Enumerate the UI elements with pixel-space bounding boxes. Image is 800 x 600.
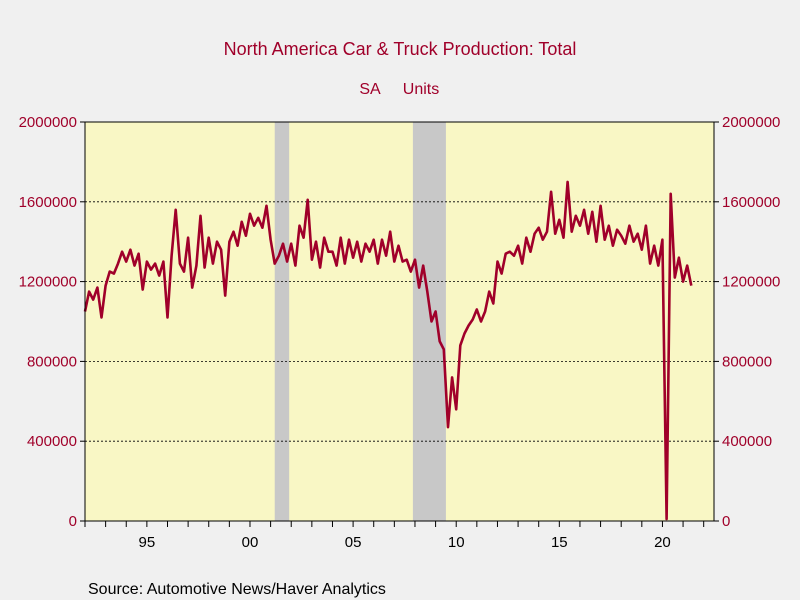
source-note: Source: Automotive News/Haver Analytics: [88, 581, 386, 598]
plot-frame: [84, 121, 715, 522]
chart-subtitle-sa: SA: [359, 81, 381, 98]
recession-band-2: [412, 122, 446, 521]
xtick-label: 95: [139, 534, 156, 551]
ytick-label-left: 1600000: [19, 194, 77, 211]
series-line-1: [83, 180, 693, 521]
plot-area: [85, 122, 714, 521]
gridlines: [85, 201, 714, 442]
chart-subtitle-units: Units: [403, 81, 439, 98]
xtick-label: 05: [345, 534, 362, 551]
x-axis: 95 00 05 10 15 20: [84, 521, 705, 551]
series-layer: [83, 180, 693, 521]
ytick-label-left: 1200000: [19, 274, 77, 291]
xtick-label: 00: [242, 534, 259, 551]
xtick-label: 10: [448, 534, 465, 551]
xtick-label: 20: [654, 534, 671, 551]
y-axis-right: 0 400000 800000 1200000 1600000 2000000: [714, 114, 780, 530]
ytick-label-left: 2000000: [19, 114, 77, 131]
xtick-label: 15: [551, 534, 568, 551]
ytick-label-left: 400000: [27, 433, 77, 450]
recession-band-1: [274, 122, 290, 521]
ytick-label-right: 400000: [722, 433, 772, 450]
ytick-label-right: 1600000: [722, 194, 780, 211]
ytick-label-right: 1200000: [722, 274, 780, 291]
ytick-label-right: 800000: [722, 353, 772, 370]
ytick-label-left: 0: [69, 513, 77, 530]
recession-bands: [274, 122, 446, 521]
ytick-label-right: 0: [722, 513, 730, 530]
ytick-label-right: 2000000: [722, 114, 780, 131]
chart-title: North America Car & Truck Production: To…: [224, 39, 577, 59]
y-axis-left: 0 400000 800000 1200000 1600000 2000000: [19, 114, 85, 530]
ytick-label-left: 800000: [27, 353, 77, 370]
